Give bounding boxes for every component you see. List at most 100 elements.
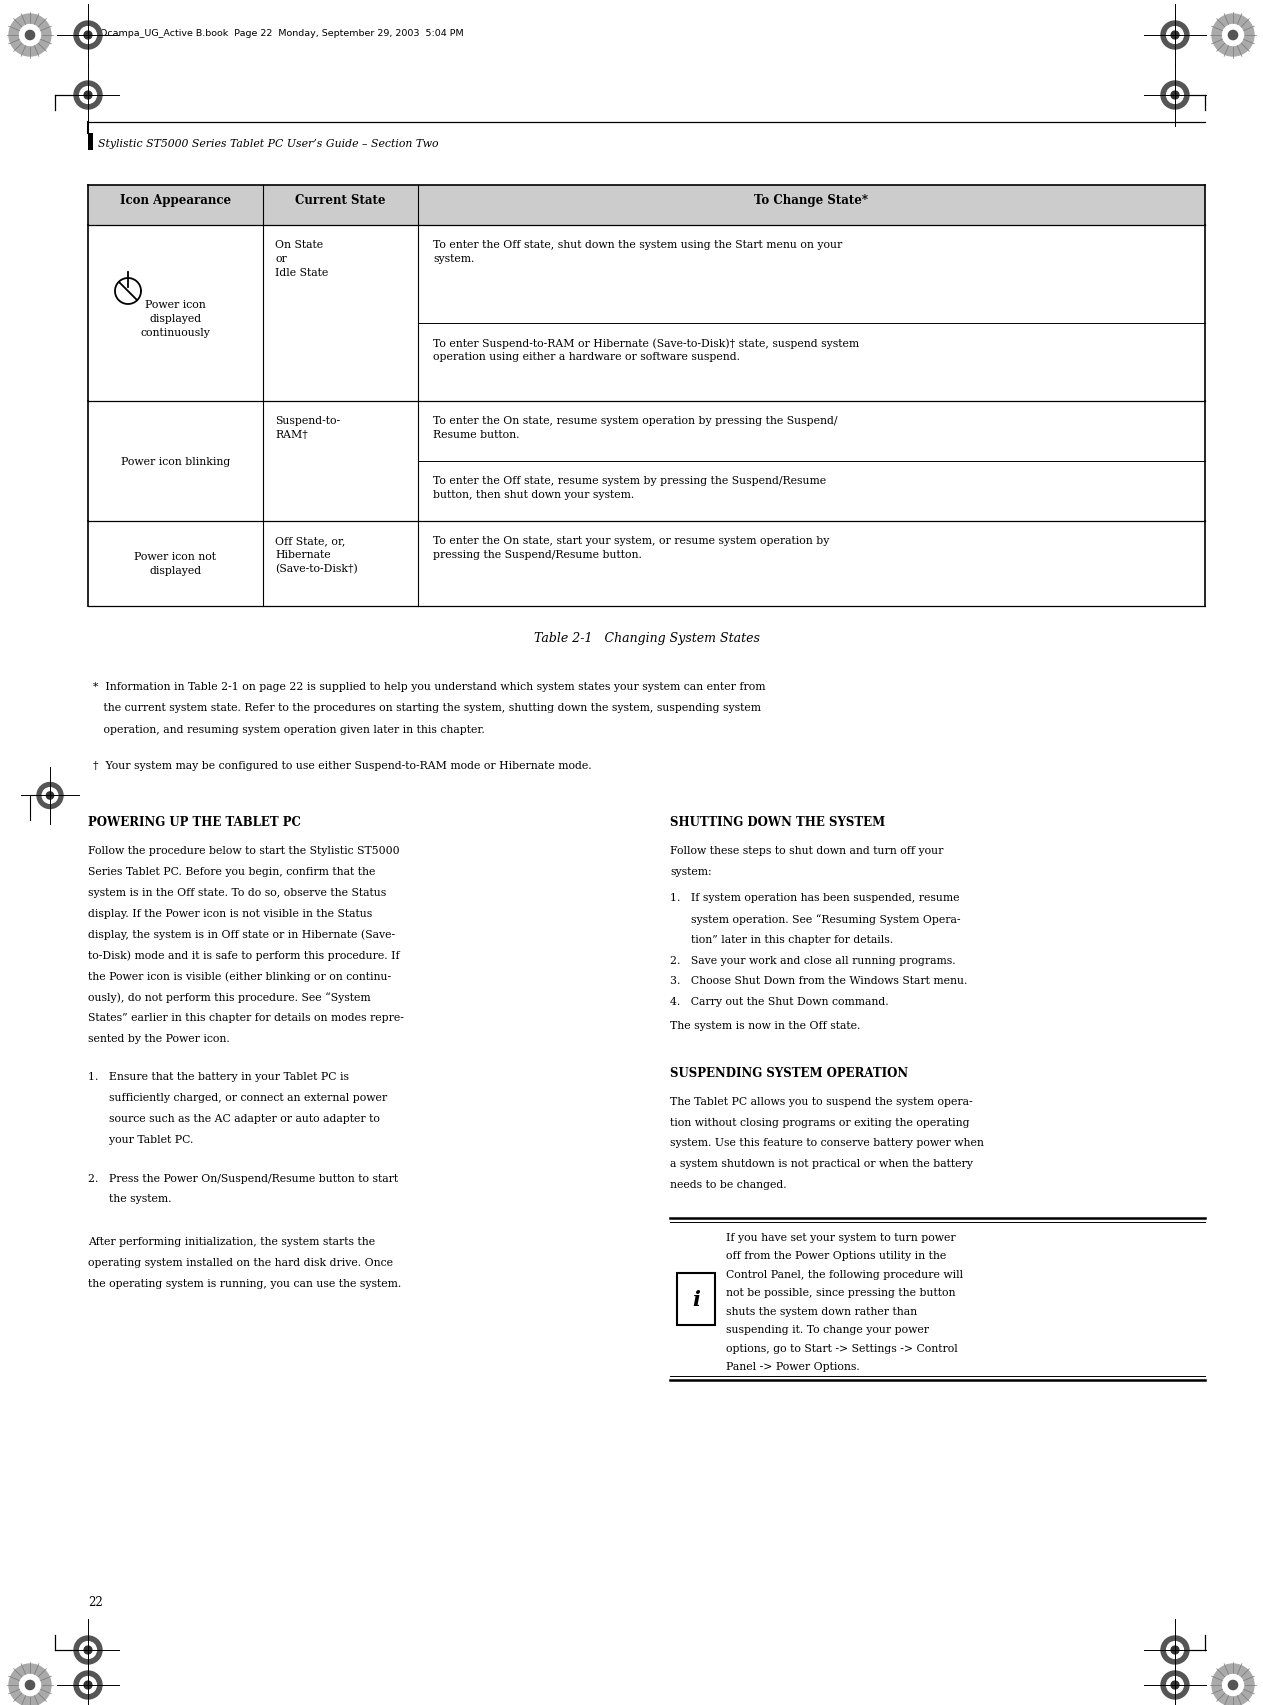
Text: POWERING UP THE TABLET PC: POWERING UP THE TABLET PC: [88, 817, 301, 829]
Text: Panel -> Power Options.: Panel -> Power Options.: [726, 1361, 860, 1371]
Circle shape: [85, 32, 92, 39]
Text: the operating system is running, you can use the system.: the operating system is running, you can…: [88, 1279, 402, 1289]
Circle shape: [1161, 1637, 1188, 1664]
Text: The Tablet PC allows you to suspend the system opera-: The Tablet PC allows you to suspend the …: [669, 1096, 973, 1107]
Circle shape: [1229, 31, 1238, 41]
Text: 22: 22: [88, 1596, 102, 1608]
Text: system operation. See “Resuming System Opera-: system operation. See “Resuming System O…: [669, 914, 960, 924]
Text: To Change State*: To Change State*: [754, 194, 869, 206]
Text: To enter the On state, start your system, or resume system operation by
pressing: To enter the On state, start your system…: [433, 535, 830, 559]
Text: *  Information in Table 2-1 on page 22 is supplied to help you understand which : * Information in Table 2-1 on page 22 is…: [93, 682, 765, 692]
Text: tion” later in this chapter for details.: tion” later in this chapter for details.: [669, 934, 893, 945]
Circle shape: [25, 1681, 34, 1690]
Circle shape: [1161, 82, 1188, 109]
Text: SUSPENDING SYSTEM OPERATION: SUSPENDING SYSTEM OPERATION: [669, 1066, 908, 1079]
Text: needs to be changed.: needs to be changed.: [669, 1180, 787, 1188]
Text: Icon Appearance: Icon Appearance: [120, 194, 231, 206]
Text: shuts the system down rather than: shuts the system down rather than: [726, 1306, 917, 1316]
Text: Power icon not
displayed: Power icon not displayed: [134, 552, 216, 576]
Text: To enter the Off state, shut down the system using the Start menu on your
system: To enter the Off state, shut down the sy…: [433, 240, 842, 264]
Circle shape: [80, 87, 96, 104]
Circle shape: [1171, 92, 1178, 101]
Text: 4.   Carry out the Shut Down command.: 4. Carry out the Shut Down command.: [669, 996, 889, 1006]
Circle shape: [80, 27, 96, 44]
FancyBboxPatch shape: [88, 186, 1205, 225]
Text: Suspend-to-
RAM†: Suspend-to- RAM†: [275, 416, 340, 440]
Text: States” earlier in this chapter for details on modes repre-: States” earlier in this chapter for deta…: [88, 1013, 404, 1023]
Circle shape: [25, 31, 34, 41]
Text: To enter the On state, resume system operation by pressing the Suspend/
Resume b: To enter the On state, resume system ope…: [433, 416, 837, 440]
Text: Current State: Current State: [296, 194, 385, 206]
Text: options, go to Start -> Settings -> Control: options, go to Start -> Settings -> Cont…: [726, 1344, 957, 1352]
Circle shape: [1223, 26, 1244, 46]
FancyBboxPatch shape: [677, 1274, 715, 1325]
Circle shape: [85, 1645, 92, 1654]
Circle shape: [47, 793, 53, 800]
Text: tion without closing programs or exiting the operating: tion without closing programs or exiting…: [669, 1117, 970, 1127]
Text: The system is now in the Off state.: The system is now in the Off state.: [669, 1020, 860, 1030]
Text: a system shutdown is not practical or when the battery: a system shutdown is not practical or wh…: [669, 1158, 973, 1168]
Text: Series Tablet PC. Before you begin, confirm that the: Series Tablet PC. Before you begin, conf…: [88, 866, 375, 876]
Text: operating system installed on the hard disk drive. Once: operating system installed on the hard d…: [88, 1257, 393, 1267]
Circle shape: [80, 1642, 96, 1659]
Circle shape: [85, 1681, 92, 1690]
Circle shape: [1229, 1681, 1238, 1690]
Text: sented by the Power icon.: sented by the Power icon.: [88, 1033, 230, 1043]
Text: suspending it. To change your power: suspending it. To change your power: [726, 1325, 930, 1335]
Text: system is in the Off state. To do so, observe the Status: system is in the Off state. To do so, ob…: [88, 888, 386, 897]
Circle shape: [9, 15, 51, 56]
Circle shape: [1171, 1645, 1178, 1654]
Circle shape: [85, 92, 92, 101]
Circle shape: [1171, 32, 1178, 39]
Circle shape: [80, 1676, 96, 1693]
Text: ously), do not perform this procedure. See “System: ously), do not perform this procedure. S…: [88, 992, 370, 1003]
Circle shape: [1167, 27, 1183, 44]
Text: Table 2-1   Changing System States: Table 2-1 Changing System States: [533, 631, 759, 644]
Text: After performing initialization, the system starts the: After performing initialization, the sys…: [88, 1236, 375, 1246]
Circle shape: [75, 1637, 102, 1664]
Text: the system.: the system.: [88, 1194, 172, 1204]
Circle shape: [37, 783, 63, 810]
Text: not be possible, since pressing the button: not be possible, since pressing the butt…: [726, 1287, 956, 1298]
Text: off from the Power Options utility in the: off from the Power Options utility in th…: [726, 1250, 946, 1260]
Text: sufficiently charged, or connect an external power: sufficiently charged, or connect an exte…: [88, 1093, 388, 1103]
Circle shape: [19, 26, 40, 46]
Text: display. If the Power icon is not visible in the Status: display. If the Power icon is not visibl…: [88, 909, 373, 919]
Circle shape: [1171, 1681, 1178, 1690]
Text: Off State, or,
Hibernate
(Save-to-Disk†): Off State, or, Hibernate (Save-to-Disk†): [275, 535, 357, 575]
Circle shape: [1212, 1664, 1254, 1705]
Text: Power icon blinking: Power icon blinking: [121, 457, 230, 467]
Text: To enter the Off state, resume system by pressing the Suspend/Resume
button, the: To enter the Off state, resume system by…: [433, 476, 826, 500]
Circle shape: [75, 1671, 102, 1698]
Text: i: i: [692, 1289, 700, 1309]
Circle shape: [1223, 1674, 1244, 1695]
Text: system. Use this feature to conserve battery power when: system. Use this feature to conserve bat…: [669, 1137, 984, 1147]
Text: operation, and resuming system operation given later in this chapter.: operation, and resuming system operation…: [93, 725, 485, 735]
Text: 2.   Press the Power On/Suspend/Resume button to start: 2. Press the Power On/Suspend/Resume but…: [88, 1173, 398, 1183]
Circle shape: [75, 22, 102, 49]
Text: If you have set your system to turn power: If you have set your system to turn powe…: [726, 1233, 956, 1241]
Circle shape: [9, 1664, 51, 1705]
Text: Ocampa_UG_Active B.book  Page 22  Monday, September 29, 2003  5:04 PM: Ocampa_UG_Active B.book Page 22 Monday, …: [100, 29, 464, 39]
Text: the current system state. Refer to the procedures on starting the system, shutti: the current system state. Refer to the p…: [93, 702, 762, 713]
Text: system:: system:: [669, 866, 711, 876]
Circle shape: [1167, 1676, 1183, 1693]
Text: Control Panel, the following procedure will: Control Panel, the following procedure w…: [726, 1269, 964, 1279]
Text: Follow these steps to shut down and turn off your: Follow these steps to shut down and turn…: [669, 846, 943, 856]
Text: SHUTTING DOWN THE SYSTEM: SHUTTING DOWN THE SYSTEM: [669, 817, 885, 829]
Circle shape: [42, 788, 58, 803]
Text: to-Disk) mode and it is safe to perform this procedure. If: to-Disk) mode and it is safe to perform …: [88, 950, 399, 960]
FancyBboxPatch shape: [88, 135, 92, 152]
Text: the Power icon is visible (either blinking or on continu-: the Power icon is visible (either blinki…: [88, 970, 392, 982]
Text: source such as the AC adapter or auto adapter to: source such as the AC adapter or auto ad…: [88, 1113, 380, 1124]
Text: 1.   Ensure that the battery in your Tablet PC is: 1. Ensure that the battery in your Table…: [88, 1072, 349, 1083]
Text: On State
or
Idle State: On State or Idle State: [275, 240, 328, 278]
Text: Stylistic ST5000 Series Tablet PC User’s Guide – Section Two: Stylistic ST5000 Series Tablet PC User’s…: [99, 138, 438, 148]
Circle shape: [1161, 22, 1188, 49]
Circle shape: [19, 1674, 40, 1695]
Text: To enter Suspend-to-RAM or Hibernate (Save-to-Disk)† state, suspend system
opera: To enter Suspend-to-RAM or Hibernate (Sa…: [433, 338, 859, 361]
Text: display, the system is in Off state or in Hibernate (Save-: display, the system is in Off state or i…: [88, 929, 395, 939]
Text: 1.   If system operation has been suspended, resume: 1. If system operation has been suspende…: [669, 893, 960, 902]
Text: Power icon
displayed
continuously: Power icon displayed continuously: [140, 300, 211, 338]
Circle shape: [75, 82, 102, 109]
